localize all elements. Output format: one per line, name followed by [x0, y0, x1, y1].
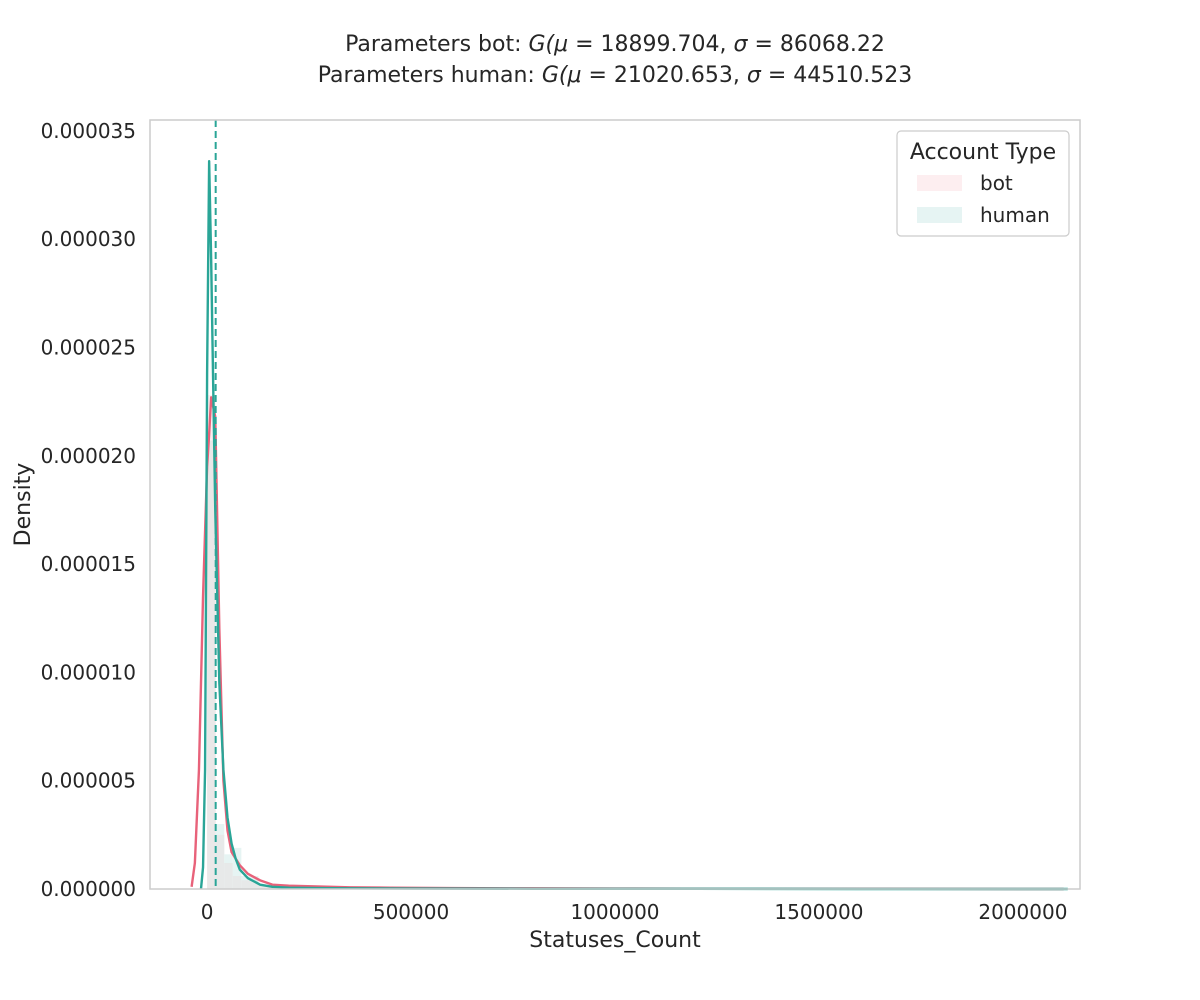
legend: Account Type bot human: [896, 130, 1070, 237]
x-tick-label: 1500000: [774, 900, 863, 924]
y-tick-label: 0.000000: [41, 877, 136, 901]
axes: 0 500000 1000000 1500000 2000000 0.000000 0.00…: [41, 119, 1081, 924]
y-tick-label: 0.000035: [41, 119, 136, 143]
y-axis-label: Density: [11, 463, 36, 547]
hist-bar-overlap-2: [224, 863, 233, 889]
y-tick-label: 0.000020: [41, 444, 136, 468]
legend-label-bot: bot: [980, 171, 1013, 195]
legend-title: Account Type: [910, 140, 1056, 165]
x-tick-label: 500000: [373, 900, 449, 924]
y-tick-label: 0.000025: [41, 335, 136, 359]
x-tick-label: 1000000: [570, 900, 659, 924]
x-tick-label: 0: [201, 900, 214, 924]
hist-bar-overlap-4: [241, 880, 259, 889]
title-line-2: Parameters human: G(μ = 21020.653, σ = 4…: [318, 63, 912, 88]
y-tick-label: 0.000030: [41, 227, 136, 251]
legend-swatch-bot: [917, 175, 962, 191]
title-line-1: Parameters bot: G(μ = 18899.704, σ = 860…: [345, 32, 885, 57]
axes-frame: [149, 119, 1081, 890]
density-line-bot: [190, 396, 1064, 891]
hist-bar-overlap-1: [215, 834, 225, 889]
x-axis-label: Statuses_Count: [529, 928, 701, 953]
y-tick-label: 0.000010: [41, 660, 136, 684]
x-tick-label: 2000000: [978, 900, 1067, 924]
hist-bar-3: [232, 847, 242, 889]
hist-bar-overlap-0: [207, 440, 216, 889]
y-tick-label: 0.000005: [41, 769, 136, 793]
density-line-human: [199, 159, 1068, 891]
hist-bar-overlap-3: [232, 876, 242, 889]
legend-swatch-human: [917, 207, 962, 223]
legend-label-human: human: [980, 203, 1050, 227]
chart-title: Parameters bot: G(μ = 18899.704, σ = 860…: [318, 32, 912, 88]
y-tick-label: 0.000015: [41, 552, 136, 576]
